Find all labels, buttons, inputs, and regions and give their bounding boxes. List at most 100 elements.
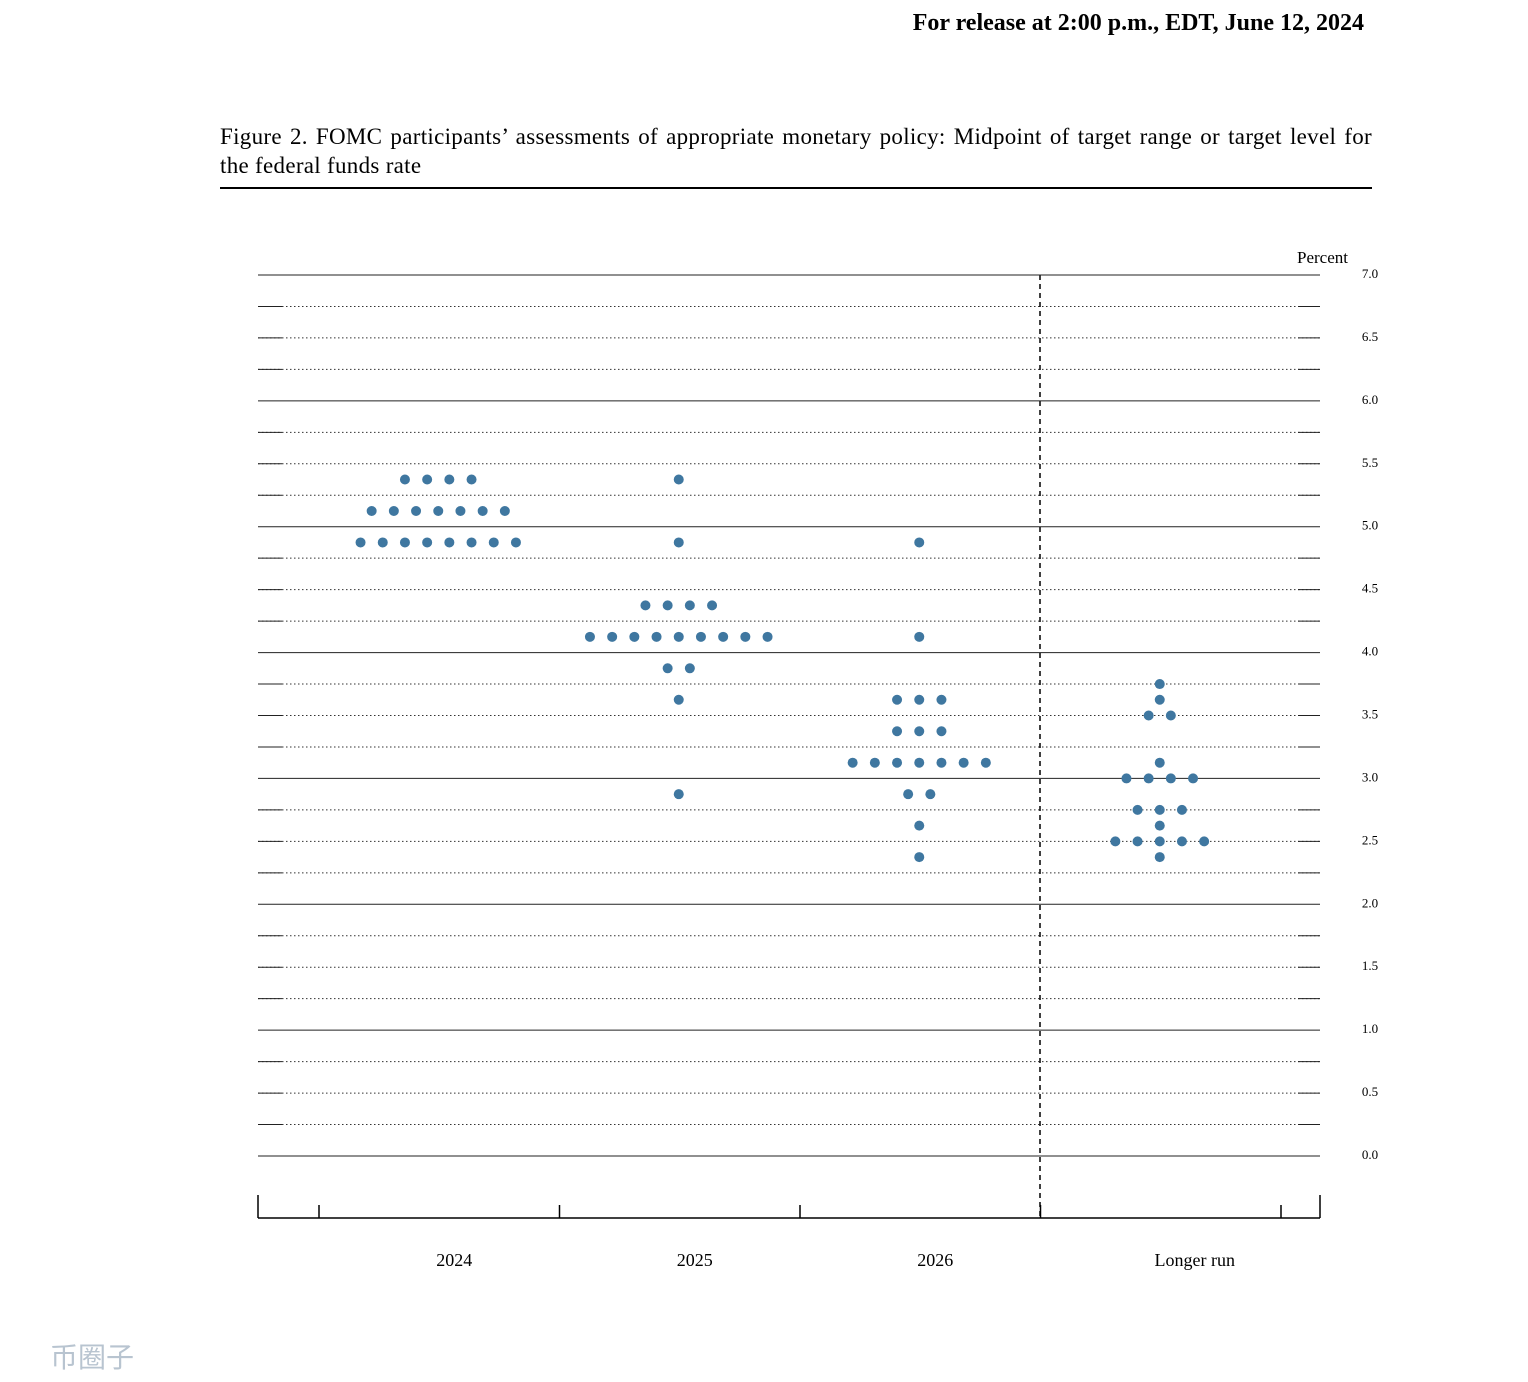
y-tick-label: 2.0 [1362, 895, 1378, 910]
dot [892, 757, 903, 768]
dot [1165, 773, 1176, 784]
dot [444, 537, 455, 548]
y-tick-label: 4.0 [1362, 644, 1378, 659]
dot [1154, 694, 1165, 705]
dot [914, 852, 925, 863]
dot [958, 757, 969, 768]
dot [892, 726, 903, 737]
dot [914, 726, 925, 737]
dot [499, 505, 510, 516]
dot [1132, 804, 1143, 815]
y-tick-label: 1.0 [1362, 1021, 1378, 1036]
watermark: 币圈子 [50, 1341, 135, 1374]
x-tick-label: 2026 [917, 1250, 953, 1270]
dot [740, 631, 751, 642]
dot [1154, 679, 1165, 690]
x-tick-label: 2025 [677, 1250, 713, 1270]
dot [1154, 852, 1165, 863]
dot [914, 537, 925, 548]
dot [673, 474, 684, 485]
dot [673, 537, 684, 548]
x-tick-label: Longer run [1155, 1250, 1235, 1270]
y-tick-label: 3.0 [1362, 769, 1378, 784]
dot [399, 474, 410, 485]
dot [925, 789, 936, 800]
dot [422, 537, 433, 548]
y-tick-label: 6.5 [1362, 329, 1378, 344]
title-rule [220, 187, 1372, 189]
dot [662, 600, 673, 611]
dot [399, 537, 410, 548]
dot [455, 505, 466, 516]
dot [584, 631, 595, 642]
y-tick-label: 5.5 [1362, 455, 1378, 470]
dot [488, 537, 499, 548]
dot [433, 505, 444, 516]
dot [673, 694, 684, 705]
dot [640, 600, 651, 611]
dot [377, 537, 388, 548]
dot [980, 757, 991, 768]
dot [1132, 836, 1143, 847]
dot [1154, 820, 1165, 831]
dot [1188, 773, 1199, 784]
dot [388, 505, 399, 516]
dot [762, 631, 773, 642]
dot [1165, 710, 1176, 721]
dot [1154, 757, 1165, 768]
y-tick-label: 7.0 [1362, 266, 1378, 281]
dot [707, 600, 718, 611]
dot [936, 726, 947, 737]
dot [477, 505, 488, 516]
dot [718, 631, 729, 642]
dot [1154, 836, 1165, 847]
dot [466, 474, 477, 485]
dot [422, 474, 433, 485]
dot [673, 789, 684, 800]
chart-title: Figure 2. FOMC participants’ assessments… [220, 124, 1372, 178]
dot [411, 505, 422, 516]
dot [355, 537, 366, 548]
dot [914, 631, 925, 642]
y-tick-label: 3.5 [1362, 706, 1378, 721]
dot [366, 505, 377, 516]
release-header: For release at 2:00 p.m., EDT, June 12, … [912, 10, 1364, 36]
y-tick-label: 1.5 [1362, 958, 1378, 973]
y-tick-label: 0.0 [1362, 1147, 1378, 1162]
y-tick-label: 6.0 [1362, 392, 1378, 407]
dot [444, 474, 455, 485]
y-tick-label: 0.5 [1362, 1084, 1378, 1099]
dot [936, 757, 947, 768]
y-axis-label: Percent [1297, 248, 1348, 267]
dot [1154, 804, 1165, 815]
y-tick-label: 4.5 [1362, 581, 1378, 596]
dot [1199, 836, 1210, 847]
dot [936, 694, 947, 705]
dot [914, 757, 925, 768]
dot [1110, 836, 1121, 847]
dot [466, 537, 477, 548]
dot [1121, 773, 1132, 784]
dot [607, 631, 618, 642]
dot [651, 631, 662, 642]
dot [662, 663, 673, 674]
dot [1176, 836, 1187, 847]
dot [914, 694, 925, 705]
dot [869, 757, 880, 768]
dot [914, 820, 925, 831]
dot [629, 631, 640, 642]
x-tick-label: 2024 [436, 1250, 472, 1270]
y-tick-label: 2.5 [1362, 832, 1378, 847]
dot [1176, 804, 1187, 815]
y-tick-label: 5.0 [1362, 518, 1378, 533]
dot [892, 694, 903, 705]
dot [695, 631, 706, 642]
dot [1143, 773, 1154, 784]
dot [903, 789, 914, 800]
dot [510, 537, 521, 548]
dot [673, 631, 684, 642]
dot [847, 757, 858, 768]
dot [1143, 710, 1154, 721]
